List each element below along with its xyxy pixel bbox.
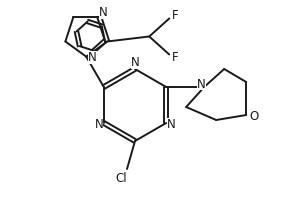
Text: N: N [99, 6, 108, 19]
Text: N: N [197, 77, 206, 91]
Text: N: N [88, 51, 97, 64]
Text: F: F [172, 9, 178, 22]
Text: N: N [95, 119, 103, 131]
Text: Cl: Cl [115, 172, 127, 186]
Text: N: N [167, 119, 175, 131]
Text: O: O [249, 111, 259, 123]
Text: F: F [172, 51, 178, 64]
Text: N: N [131, 57, 140, 69]
